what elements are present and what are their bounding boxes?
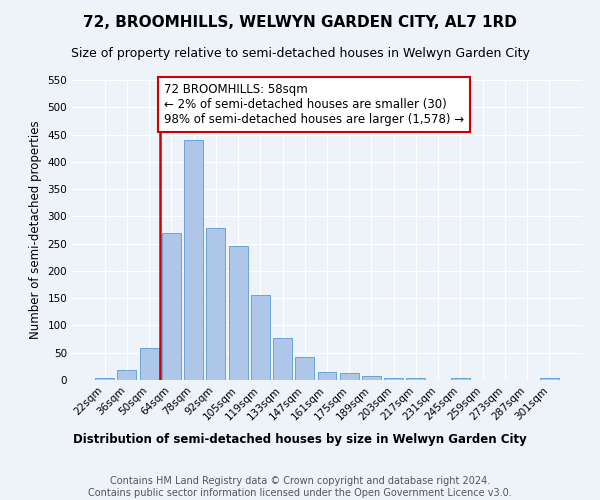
Text: 72, BROOMHILLS, WELWYN GARDEN CITY, AL7 1RD: 72, BROOMHILLS, WELWYN GARDEN CITY, AL7 … bbox=[83, 15, 517, 30]
Bar bbox=[273, 338, 292, 380]
Bar bbox=[317, 372, 337, 380]
Bar bbox=[362, 376, 381, 380]
Bar bbox=[206, 228, 225, 380]
Y-axis label: Number of semi-detached properties: Number of semi-detached properties bbox=[29, 120, 42, 340]
Bar bbox=[251, 296, 270, 380]
Bar bbox=[162, 232, 181, 380]
Bar bbox=[184, 140, 203, 380]
Bar bbox=[406, 378, 425, 380]
Bar bbox=[540, 378, 559, 380]
Bar bbox=[95, 378, 114, 380]
Bar bbox=[384, 378, 403, 380]
Bar bbox=[340, 373, 359, 380]
Bar bbox=[295, 356, 314, 380]
Bar bbox=[229, 246, 248, 380]
Text: Contains public sector information licensed under the Open Government Licence v3: Contains public sector information licen… bbox=[88, 488, 512, 498]
Bar bbox=[140, 348, 158, 380]
Text: Distribution of semi-detached houses by size in Welwyn Garden City: Distribution of semi-detached houses by … bbox=[73, 432, 527, 446]
Text: 72 BROOMHILLS: 58sqm
← 2% of semi-detached houses are smaller (30)
98% of semi-d: 72 BROOMHILLS: 58sqm ← 2% of semi-detach… bbox=[164, 82, 464, 126]
Text: Size of property relative to semi-detached houses in Welwyn Garden City: Size of property relative to semi-detach… bbox=[71, 48, 529, 60]
Bar bbox=[118, 370, 136, 380]
Text: Contains HM Land Registry data © Crown copyright and database right 2024.: Contains HM Land Registry data © Crown c… bbox=[110, 476, 490, 486]
Bar bbox=[451, 378, 470, 380]
